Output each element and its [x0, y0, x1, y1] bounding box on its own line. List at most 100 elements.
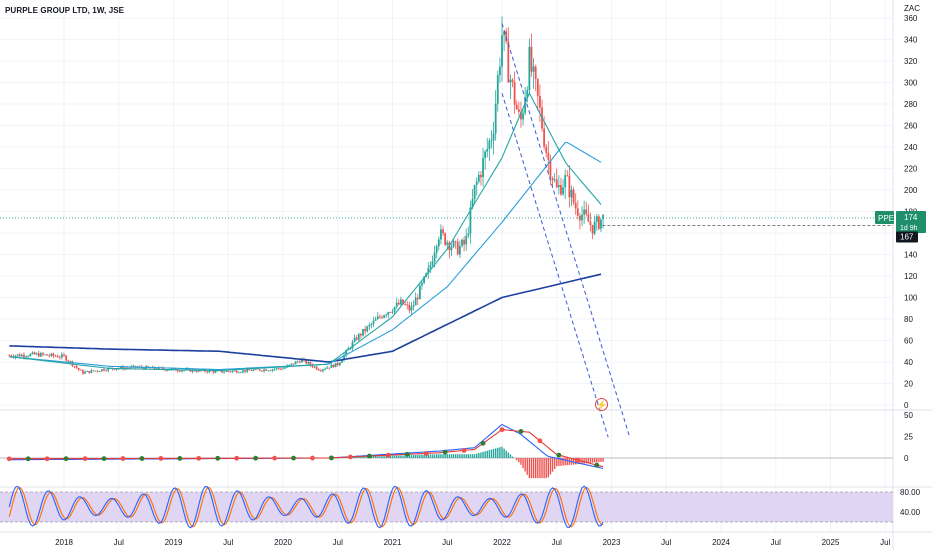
macd-hist-bar: [513, 458, 516, 459]
candle-body: [103, 369, 105, 371]
price-tick-label: 320: [904, 57, 918, 66]
macd-hist-bar: [391, 455, 394, 458]
candle-body: [254, 368, 257, 370]
candle-body: [267, 370, 270, 372]
candle-body: [166, 369, 169, 371]
candle-body: [593, 221, 596, 234]
candle-body: [25, 356, 27, 358]
time-tick-label: Jul: [880, 538, 890, 547]
macd-hist-bar: [501, 446, 503, 458]
candle-body: [442, 229, 444, 234]
macd-hist-bar: [370, 456, 373, 458]
candle-body: [328, 367, 331, 369]
candle-body: [484, 151, 487, 159]
macd-hist-bar: [551, 458, 554, 472]
candle-body: [221, 370, 223, 373]
price-tick-label: 60: [904, 337, 913, 346]
macd-hist-bar: [558, 458, 560, 466]
macd-hist-bar: [389, 455, 392, 458]
candle-body: [181, 370, 183, 372]
candle-body: [298, 361, 301, 363]
chart-title: PURPLE GROUP LTD, 1W, JSE: [5, 6, 125, 15]
candle-body: [132, 365, 135, 367]
candle-body: [513, 81, 516, 105]
macd-hist-bar: [585, 458, 587, 464]
candle-body: [490, 140, 493, 142]
macd-hist-bar: [583, 458, 585, 464]
time-tick-label: 2020: [274, 538, 292, 547]
candle-body: [54, 355, 57, 357]
candle-body: [320, 370, 322, 372]
candle-body: [284, 367, 287, 369]
candle-body: [456, 241, 459, 255]
candle-body: [458, 245, 461, 255]
macd-cross-markers: [6, 427, 600, 468]
candle-body: [60, 354, 63, 358]
stoch-tick-label: 40.00: [900, 508, 921, 517]
macd-hist-bar: [553, 458, 556, 469]
macd-hist-bar: [421, 454, 423, 458]
macd-hist-bar: [480, 452, 482, 458]
candle-body: [23, 354, 25, 357]
price-tick-label: 40: [904, 358, 913, 367]
macd-hist-bar: [414, 454, 417, 458]
candle-body: [515, 104, 518, 110]
candle-body: [277, 368, 280, 370]
time-tick-label: 2022: [493, 538, 511, 547]
macd-hist-bar: [381, 456, 383, 458]
candle-body: [511, 79, 514, 82]
macd-hist-bar: [412, 455, 415, 458]
macd-hist-bar: [461, 454, 463, 458]
macd-hist-bar: [393, 455, 396, 458]
candle-body: [317, 369, 320, 371]
candle-body: [566, 175, 569, 177]
candle-body: [553, 179, 556, 181]
candle-body: [275, 368, 278, 370]
candle-body: [602, 214, 604, 220]
price-tick-label: 200: [904, 186, 918, 195]
macd-tick-label: 25: [904, 433, 913, 442]
candle-body: [16, 354, 19, 356]
candle-body: [534, 66, 537, 80]
macd-hist-bar: [534, 458, 537, 479]
candle-body: [288, 364, 291, 366]
macd-cross-marker: [139, 456, 145, 461]
ticker-badge-bg: [875, 210, 894, 224]
candle-body: [583, 209, 586, 215]
candle-body: [555, 179, 558, 188]
time-tick-label: Jul: [661, 538, 671, 547]
macd-cross-marker: [63, 456, 69, 462]
channel-lower-line: [501, 93, 609, 438]
macd-cross-marker: [310, 455, 315, 461]
candle-body: [412, 305, 415, 307]
candles: [8, 16, 604, 375]
candle-body: [20, 354, 23, 357]
candle-body: [214, 370, 217, 373]
candle-body: [178, 370, 181, 372]
macd-hist-bar: [494, 448, 497, 458]
candle-body: [351, 341, 354, 349]
macd-cross-marker: [6, 456, 12, 462]
macd-hist-bar: [362, 456, 364, 458]
candle-body: [119, 366, 122, 369]
candle-body: [56, 356, 59, 358]
candle-body: [391, 311, 394, 313]
candle-body: [570, 189, 573, 198]
candle-body: [44, 354, 46, 356]
candle-body: [547, 152, 550, 160]
candle-body: [595, 216, 598, 222]
macd-cross-marker: [120, 456, 126, 461]
candle-body: [301, 359, 303, 363]
candle-body: [389, 312, 392, 313]
candle-body: [461, 239, 463, 246]
candle-body: [326, 367, 329, 369]
macd-hist-bar: [356, 457, 358, 458]
countdown-label: 1d 9h: [900, 225, 918, 232]
candle-body: [501, 35, 503, 67]
macd-hist-bar: [358, 456, 360, 458]
candle-body: [393, 306, 396, 312]
candle-body: [471, 199, 474, 208]
candle-body: [402, 299, 404, 305]
lightning-icon[interactable]: ⚡: [595, 398, 608, 411]
